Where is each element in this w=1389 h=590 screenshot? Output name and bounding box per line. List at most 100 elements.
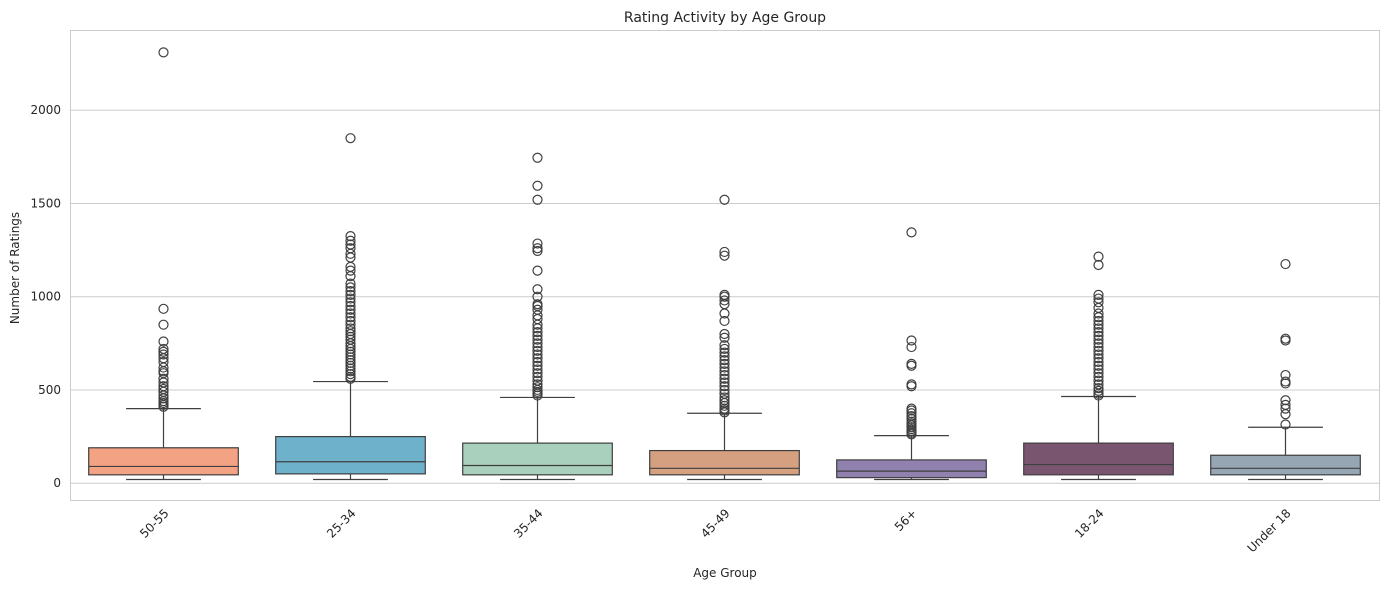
x-tick-label: 35-44 [511,506,546,541]
grid-layer [70,109,1379,484]
outlier-point [1093,371,1104,383]
outlier-point [1093,382,1104,394]
outlier-point [1280,258,1291,270]
box-iqr [1210,454,1361,476]
outlier-point [1093,341,1104,353]
outlier-point [719,315,730,327]
outlier-point [532,334,543,345]
outlier-point [719,347,730,358]
outlier-point [1280,378,1291,389]
outlier-point [345,369,356,380]
x-tick-label: 45-49 [698,506,733,541]
outlier-point [345,373,356,384]
outlier-point [345,304,356,315]
box-iqr [649,449,800,476]
outlier-point [345,300,356,312]
outlier-point [719,351,730,362]
x-axis-label: Age Group [693,566,757,580]
outlier-point [345,326,356,337]
box-layer [88,47,1361,481]
outlier-point [1093,364,1104,375]
plot-frame [70,30,1380,501]
outlier-point [532,330,543,341]
tick-layer: 0 500 1000 1500 2000 50-55 25-34 35-44 45-49 56+ 1… [30,103,1293,555]
outlier-point [1093,334,1104,345]
outlier-point [345,271,356,282]
x-tick-label: 50-55 [137,506,172,541]
outlier-point [719,295,730,306]
outlier-point [532,368,543,379]
outlier-point [158,401,169,412]
x-tick-label: 25-34 [324,506,359,541]
outlier-point [1093,297,1104,308]
x-tick-label: 18-24 [1072,506,1107,541]
outlier-point [345,341,356,352]
outlier-point [719,366,730,377]
outlier-point [719,381,730,392]
outlier-point [719,384,730,396]
outlier-point [906,408,917,419]
outlier-point [719,373,730,384]
outlier-point [719,291,730,302]
outlier-point [1093,330,1104,341]
outlier-point [1093,368,1104,379]
outlier-point [532,356,543,368]
outlier-point [1280,395,1291,406]
outlier-point [719,392,730,403]
box-group [88,47,239,481]
outlier-point [906,360,917,371]
y-tick-label: 0 [53,476,61,490]
outlier-point [345,293,356,304]
outlier-point [719,400,730,411]
x-tick-label: Under 18 [1245,506,1294,555]
outlier-point [532,382,543,393]
outlier-point [345,133,356,144]
outlier-point [345,230,356,242]
outlier-point [719,340,730,351]
outlier-point [158,362,169,373]
outlier-point [719,246,730,258]
outlier-point [1093,338,1104,349]
outlier-point [345,346,356,357]
outlier-point [719,395,730,406]
outlier-point [719,369,730,381]
outlier-point [719,328,730,340]
outlier-point [345,278,356,289]
outlier-point [345,338,356,349]
outlier-point [719,358,730,369]
outlier-point [532,353,543,364]
outlier-point [345,315,356,327]
box-group [1210,258,1361,481]
outlier-point [532,284,543,295]
y-tick-label: 2000 [30,103,61,117]
outlier-point [1280,369,1291,381]
outlier-point [345,366,356,377]
outlier-point [158,373,169,384]
outlier-point [158,303,169,314]
outlier-point [532,245,543,257]
outlier-point [158,349,169,360]
outlier-point [345,289,356,300]
outlier-point [532,338,543,349]
outlier-point [345,282,356,293]
outlier-point [345,286,356,297]
outlier-point [1280,419,1291,430]
outlier-point [1093,360,1104,371]
chart-title: Rating Activity by Age Group [624,10,826,26]
outlier-point [532,180,543,191]
outlier-point [1093,349,1104,360]
outlier-point [158,47,169,58]
box-group [275,133,426,481]
box-iqr [836,459,987,479]
outlier-point [532,327,543,338]
outlier-point [532,371,543,383]
box-iqr [275,435,426,475]
outlier-point [719,332,730,343]
outlier-point [532,238,543,249]
outlier-point [1093,323,1104,334]
outlier-point [906,227,917,238]
outlier-point [1093,390,1104,401]
outlier-point [345,352,356,363]
box-iqr [1023,442,1174,476]
